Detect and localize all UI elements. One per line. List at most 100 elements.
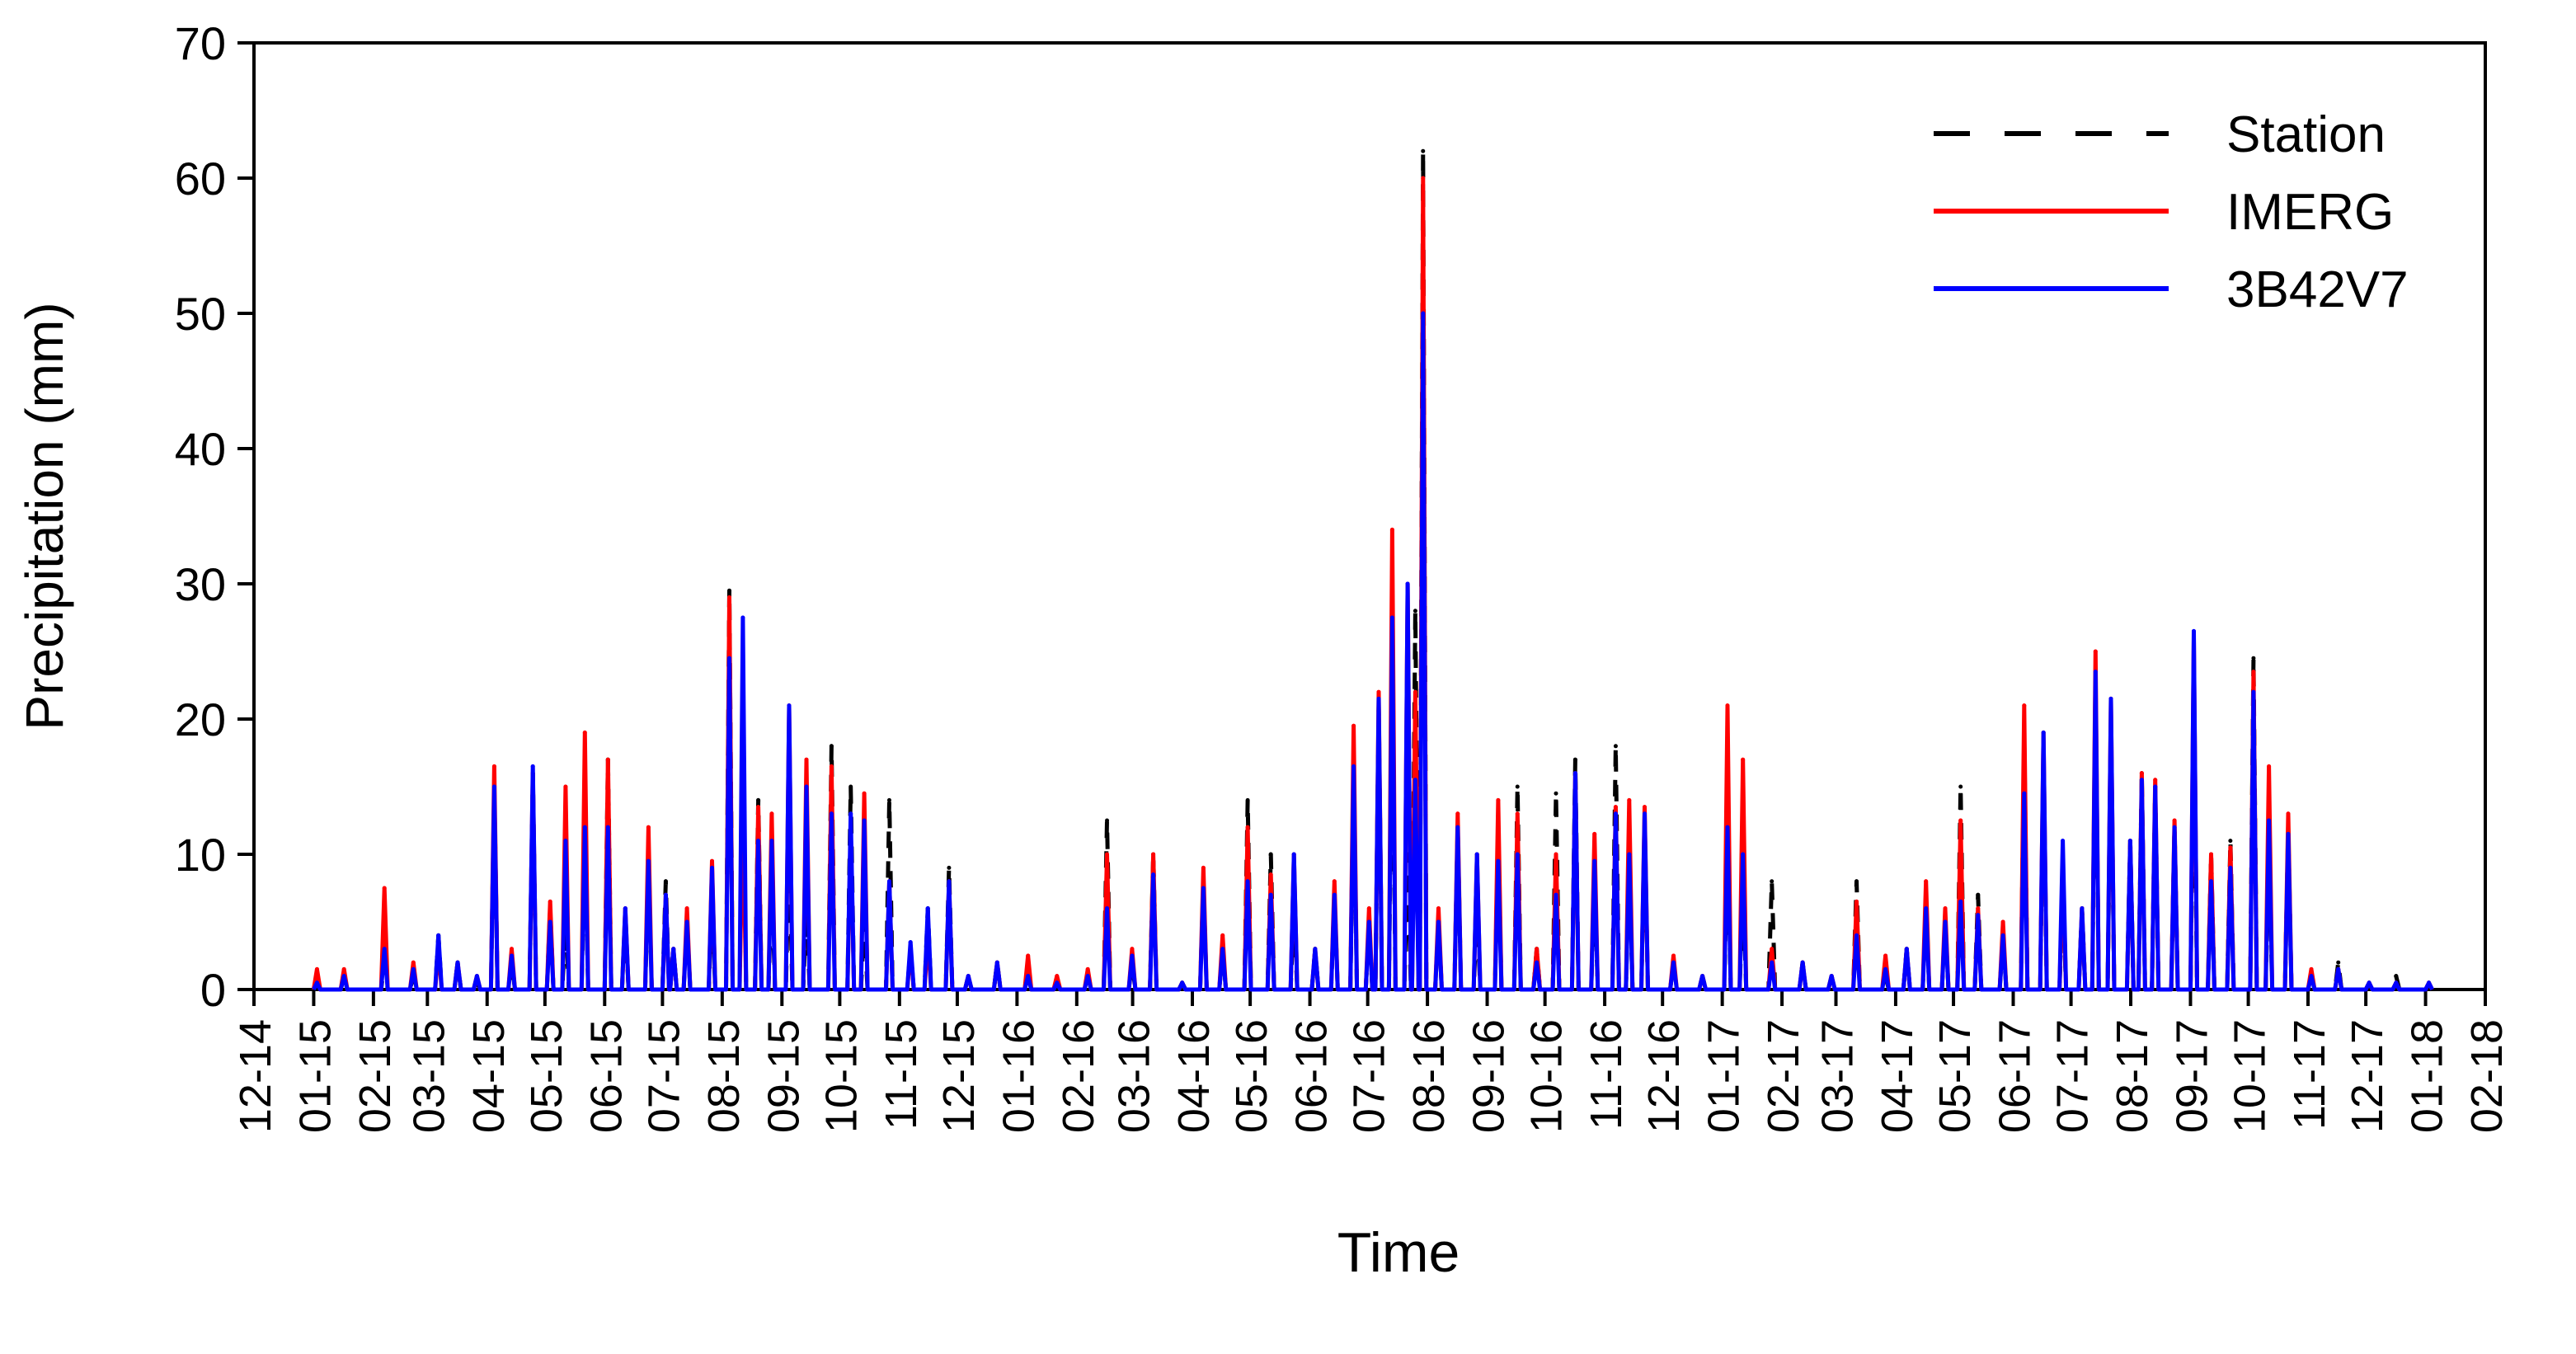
x-tick-label: 01-18 [2403, 1019, 2452, 1133]
data-point-3b42v7 [1770, 960, 1775, 965]
data-point-3b42v7 [411, 966, 416, 971]
x-tick-label: 12-14 [231, 1019, 280, 1133]
data-point-station [1958, 784, 1963, 789]
x-tick-label: 12-16 [1639, 1019, 1689, 1133]
legend-label-station: Station [2226, 106, 2386, 163]
data-point-3b42v7 [1105, 906, 1110, 911]
data-point-imerg [829, 764, 834, 769]
data-point-3b42v7 [2139, 778, 2144, 783]
x-tick-label: 06-17 [1990, 1019, 2039, 1133]
y-tick-label: 60 [175, 153, 226, 205]
data-point-3b42v7 [2267, 818, 2272, 823]
data-point-3b42v7 [474, 974, 479, 979]
data-point-3b42v7 [1671, 960, 1676, 965]
x-tick-label: 08-17 [2108, 1019, 2157, 1133]
data-point-3b42v7 [769, 839, 774, 844]
data-point-imerg [1455, 811, 1460, 816]
data-point-station [663, 879, 668, 884]
series-line-3b42v7 [312, 311, 2434, 992]
data-point-station [1613, 744, 1618, 749]
legend: Station IMERG 3B42V7 [1934, 106, 2409, 318]
data-point-station [2394, 974, 2399, 979]
data-point-imerg [2228, 845, 2233, 850]
data-point-3b42v7 [1883, 966, 1888, 971]
x-tick-label: 10-17 [2226, 1019, 2275, 1133]
x-axis-label: Time [1337, 1221, 1460, 1284]
data-point-station [2251, 656, 2256, 661]
data-point-3b42v7 [2286, 831, 2291, 836]
data-point-imerg [1627, 797, 1632, 802]
y-tick-label: 0 [200, 964, 226, 1016]
x-tick-label: 03-16 [1110, 1019, 1159, 1133]
y-tick-label: 50 [175, 288, 226, 340]
data-point-3b42v7 [1291, 852, 1296, 857]
data-point-3b42v7 [925, 906, 930, 911]
data-point-imerg [1592, 831, 1597, 836]
data-point-imerg [605, 757, 610, 762]
x-tick-label: 09-16 [1464, 1019, 1514, 1133]
data-point-3b42v7 [2191, 628, 2196, 633]
data-point-imerg [582, 730, 587, 735]
x-tick-label: 08-16 [1404, 1019, 1454, 1133]
data-point-imerg [1535, 947, 1539, 952]
data-point-3b42v7 [1245, 879, 1250, 884]
data-point-3b42v7 [2427, 980, 2432, 985]
data-point-imerg [709, 858, 714, 863]
data-point-imerg [862, 791, 867, 796]
data-point-3b42v7 [756, 839, 761, 844]
y-axis-label: Precipitation (mm) [15, 302, 74, 730]
data-point-imerg [2093, 649, 2098, 654]
data-point-3b42v7 [2172, 825, 2177, 830]
data-point-imerg [1105, 852, 1110, 857]
x-tick-label: 11-15 [877, 1019, 926, 1130]
data-point-3b42v7 [1924, 906, 1929, 911]
data-point-imerg [2139, 771, 2144, 776]
data-point-imerg [1055, 974, 1060, 979]
x-tick-label: 05-17 [1930, 1019, 1980, 1133]
data-point-3b42v7 [341, 974, 346, 979]
data-point-station [1413, 609, 1417, 614]
data-point-3b42v7 [1572, 771, 1577, 776]
data-point-imerg [1883, 953, 1888, 958]
data-point-3b42v7 [1220, 947, 1225, 952]
data-point-imerg [2286, 811, 2291, 816]
data-point-3b42v7 [829, 811, 834, 816]
data-point-3b42v7 [530, 764, 535, 769]
data-point-3b42v7 [1700, 974, 1705, 979]
data-point-imerg [1413, 689, 1417, 694]
data-point-3b42v7 [2022, 791, 2027, 796]
data-point-3b42v7 [2394, 980, 2399, 985]
data-point-3b42v7 [1904, 947, 1909, 952]
x-tick-label: 07-15 [639, 1019, 689, 1133]
data-point-imerg [756, 805, 761, 810]
data-point-imerg [1554, 852, 1558, 857]
data-point-imerg [411, 960, 416, 965]
data-point-3b42v7 [382, 947, 387, 952]
data-point-imerg [1515, 811, 1520, 816]
data-point-station [886, 797, 891, 802]
data-point-3b42v7 [966, 974, 971, 979]
data-point-3b42v7 [623, 906, 628, 911]
data-point-3b42v7 [1413, 778, 1417, 783]
data-point-3b42v7 [2041, 730, 2046, 735]
data-point-3b42v7 [1405, 581, 1410, 586]
data-point-station [756, 797, 761, 802]
data-point-3b42v7 [886, 879, 891, 884]
data-point-imerg [1332, 879, 1337, 884]
data-point-imerg [1376, 689, 1381, 694]
data-point-3b42v7 [1854, 933, 1859, 938]
data-point-3b42v7 [548, 919, 552, 924]
data-point-imerg [684, 906, 689, 911]
data-point-3b42v7 [727, 656, 732, 661]
data-point-imerg [646, 825, 651, 830]
data-point-3b42v7 [947, 879, 952, 884]
data-point-3b42v7 [1026, 974, 1031, 979]
data-point-imerg [1201, 865, 1206, 870]
data-point-imerg [2309, 966, 2314, 971]
data-point-3b42v7 [605, 825, 610, 830]
data-point-3b42v7 [2080, 906, 2085, 911]
data-point-3b42v7 [709, 865, 714, 870]
data-point-3b42v7 [862, 818, 867, 823]
data-point-3b42v7 [663, 892, 668, 897]
legend-label-3b42v7: 3B42V7 [2226, 261, 2409, 318]
